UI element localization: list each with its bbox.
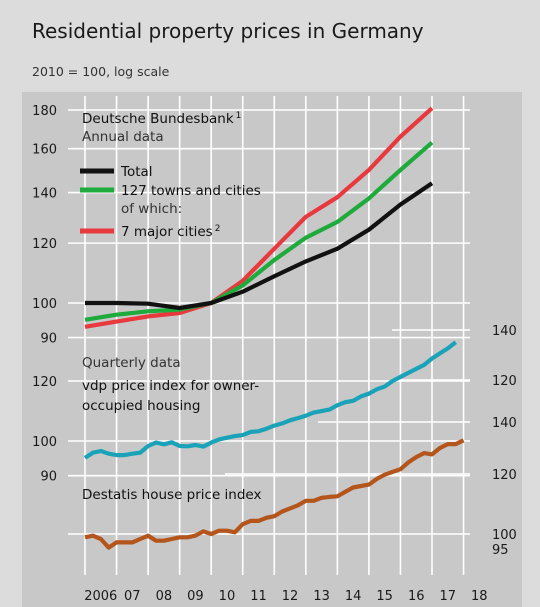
legend-label-towns: 127 towns and cities — [121, 183, 261, 199]
series-line-total — [85, 181, 434, 311]
y-tick-label-vdp: 90 — [40, 470, 57, 485]
x-tick-label: 16 — [408, 589, 425, 604]
y-tick-label-annual: 180 — [32, 104, 57, 119]
x-tick-label: 07 — [124, 589, 141, 604]
y-tick-label-annual: 140 — [32, 187, 57, 202]
vdp-series-label-line2: occupied housing — [82, 398, 200, 414]
source-label: Deutsche Bundesbank 1 — [82, 111, 241, 127]
series-line-vdp — [83, 340, 457, 460]
x-axis-ticks: 2006 07 08 09 10 11 12 13 14 15 16 17 18 — [84, 589, 487, 604]
x-tick-label: 17 — [439, 589, 456, 604]
y-tick-label-annual: 100 — [32, 297, 57, 312]
y-tick-label-annual: 90 — [40, 332, 57, 347]
y-tick-label-vdp: 100 — [32, 435, 57, 450]
y-tick-label-annual: 120 — [32, 237, 57, 252]
chart-title: Residential property prices in Germany — [32, 19, 424, 43]
x-tick-label: 14 — [345, 589, 362, 604]
x-tick-label: 12 — [282, 589, 299, 604]
plot-panel — [22, 92, 522, 607]
x-tick-label: 11 — [250, 589, 267, 604]
x-tick-label: 09 — [187, 589, 204, 604]
x-tick-label: 2006 — [84, 589, 117, 604]
series-lines — [83, 106, 465, 550]
legend-of-which: of which: — [121, 201, 182, 217]
right-tick-label-destatis: 140 — [492, 416, 517, 431]
series-line-destatis — [84, 438, 465, 550]
x-tick-label: 15 — [376, 589, 393, 604]
series-line-towns-and-cities — [84, 141, 434, 322]
annual-data-label: Annual data — [82, 129, 164, 145]
x-tick-label: 18 — [471, 589, 488, 604]
right-tick-label-destatis: 120 — [492, 468, 517, 483]
right-tick-label-vdp: 140 — [492, 324, 517, 339]
annual-legend: Deutsche Bundesbank 1 Annual data Total 1… — [80, 111, 261, 240]
right-tick-label-destatis: 95 — [492, 543, 509, 558]
y-tick-label-vdp: 120 — [32, 375, 57, 390]
legend-label-total: Total — [120, 164, 153, 180]
vdp-series-label-line1: vdp price index for owner- — [82, 378, 259, 394]
series-line-major-cities — [84, 106, 434, 329]
quarterly-data-label: Quarterly data — [82, 355, 181, 371]
right-tick-label-destatis: 100 — [492, 528, 517, 543]
x-tick-label: 10 — [219, 589, 236, 604]
x-tick-label: 13 — [313, 589, 330, 604]
y-tick-label-annual: 160 — [32, 143, 57, 158]
x-tick-label: 08 — [156, 589, 173, 604]
legend-label-major: 7 major cities 2 — [121, 224, 220, 240]
right-tick-label-vdp: 120 — [492, 374, 517, 389]
destatis-series-label: Destatis house price index — [82, 487, 262, 503]
left-axis-ticks: 180 160 140 120 100 90 120 100 90 — [32, 104, 57, 485]
chart-subtitle: 2010 = 100, log scale — [32, 64, 170, 79]
